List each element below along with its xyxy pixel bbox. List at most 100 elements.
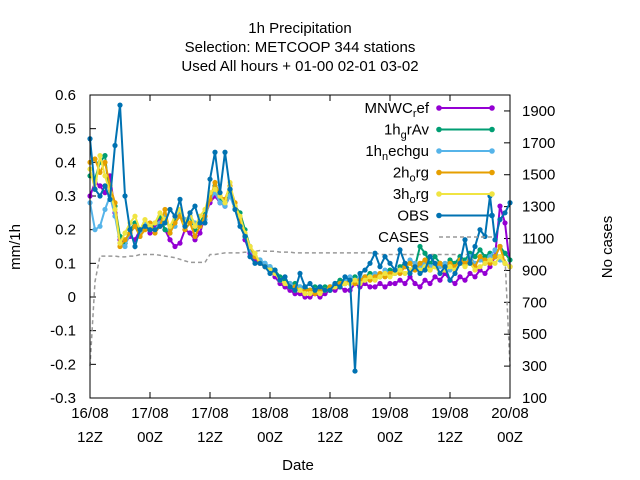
data-point [452,270,458,277]
data-point [502,210,508,216]
data-point [412,280,418,287]
data-point [92,156,98,162]
data-point [387,260,393,266]
data-point [352,277,358,283]
legend-swatch-point [489,169,495,176]
data-point [167,206,173,213]
data-point [342,287,348,293]
data-point [422,257,428,263]
data-point [467,260,473,266]
data-point [372,284,378,290]
title-line-2: Selection: METCOOP 344 stations [185,39,416,56]
data-point [187,230,193,236]
data-point [287,284,293,290]
data-point [492,260,498,266]
data-point [447,277,453,283]
data-point [152,227,158,233]
data-point [272,267,278,273]
data-point [302,291,308,297]
data-point [397,247,403,253]
chart-title: 1h Precipitation Selection: METCOOP 344 … [181,20,418,75]
legend-label: 3horg [393,186,429,206]
data-point [482,270,488,277]
y-tick-label: -0.3 [50,390,76,407]
data-point [472,254,478,260]
data-point [372,277,378,283]
x-tick-label: 17/08 [131,405,169,422]
data-point [432,260,438,266]
y-tick-label: 0.6 [55,87,76,104]
data-point [502,260,508,266]
data-point [497,254,503,260]
series-line-cases [89,249,511,367]
x-tick-label: 20/08 [491,405,529,422]
x-tick-label: 12Z [437,429,463,446]
data-point [277,277,283,283]
data-point [417,260,423,266]
data-point [297,270,303,277]
data-point [172,220,178,226]
data-point [262,264,268,270]
data-point [252,250,258,256]
y2-tick-label: 300 [522,358,547,375]
y2-tick-label: 500 [522,326,547,343]
data-point [307,291,313,297]
data-point [242,233,248,239]
x-tick-label: 00Z [497,429,523,446]
axes: -0.3 -0.2 -0.1 0 0.1 0.2 0.3 0.4 0.5 0.6 100 300 500… [50,87,555,446]
data-point [132,243,138,250]
data-point [257,260,263,266]
data-point [102,206,108,213]
data-point [187,210,193,216]
data-point [172,213,178,219]
data-point [212,149,218,155]
legend-swatch-point [436,191,442,197]
data-point [472,267,478,273]
data-point [397,277,403,283]
data-point [457,260,463,266]
data-point [417,284,423,290]
x-tick-label: 19/08 [371,405,409,422]
data-point [417,243,423,250]
data-point [462,237,468,243]
data-point [407,260,413,266]
data-point [367,284,373,290]
data-point [382,270,388,277]
plot-series [87,102,513,374]
data-point [132,223,138,229]
data-point [342,274,348,280]
legend-swatch-point [489,212,495,219]
data-point [202,220,208,226]
y2-tick-label: 900 [522,262,547,279]
data-point [497,216,503,223]
data-point [422,277,428,283]
x-tick-label: 12Z [77,429,103,446]
y2-tick-label: 700 [522,294,547,311]
data-point [97,183,103,189]
data-point [377,264,383,270]
data-point [167,237,173,243]
data-point [367,260,373,266]
data-point [362,267,368,273]
y-tick-label: 0.5 [55,121,76,138]
data-point [397,267,403,273]
data-point [117,102,123,108]
data-point [472,243,478,250]
data-point [167,223,173,229]
data-point [132,213,138,219]
data-point [322,287,328,293]
data-point [492,237,498,243]
data-point [92,227,98,233]
data-point [462,264,468,270]
y-tick-label: -0.1 [50,323,76,340]
legend-label: MNWCref [364,100,429,120]
data-point [247,254,253,260]
y2-tick-label: 1900 [522,103,555,120]
data-point [482,260,488,266]
data-point [432,274,438,280]
data-point [387,274,393,280]
data-point [227,186,233,192]
data-point [222,149,228,155]
